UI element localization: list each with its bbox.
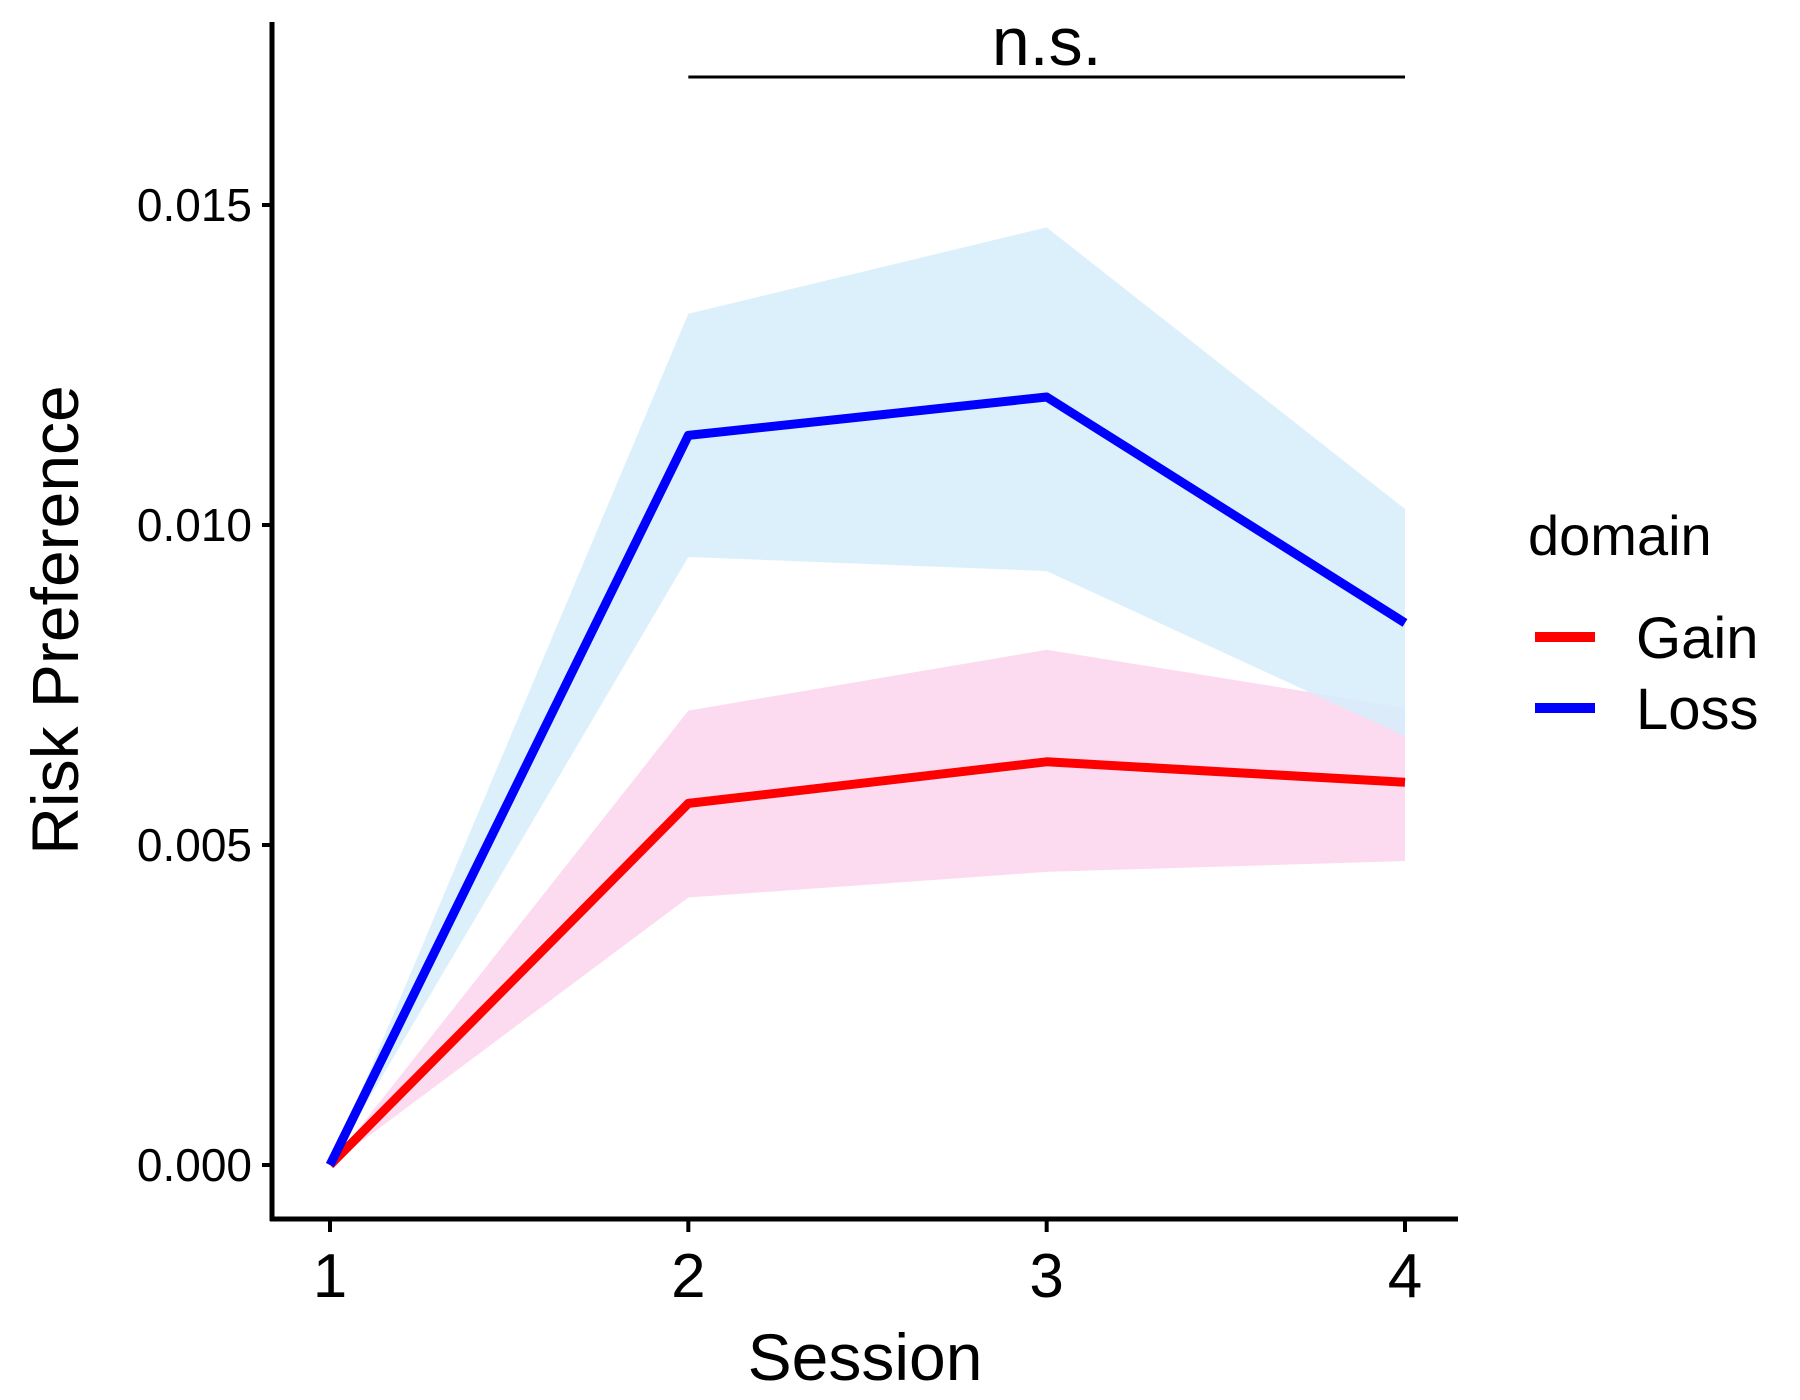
- axes: [269, 22, 1458, 1222]
- x-ticks: 1 2 3 4: [313, 1221, 1422, 1311]
- legend: domain Gain Loss: [1528, 504, 1759, 742]
- significance-annotation: n.s.: [688, 4, 1405, 80]
- line-gain: [326, 757, 1406, 1169]
- x-tick-label: 1: [313, 1242, 347, 1311]
- band-gain: [330, 649, 1405, 1165]
- band-loss: [330, 227, 1405, 1165]
- x-axis-title: Session: [748, 1320, 983, 1394]
- y-tick-label: 0.000: [137, 1139, 252, 1191]
- confidence-bands: [330, 227, 1405, 1165]
- series-lines: [325, 392, 1408, 1169]
- x-tick-label: 4: [1388, 1242, 1422, 1311]
- significance-label: n.s.: [992, 4, 1102, 80]
- y-tick-label: 0.015: [137, 179, 252, 231]
- y-tick-label: 0.010: [137, 499, 252, 551]
- y-tick-label: 0.005: [137, 819, 252, 871]
- legend-label-loss: Loss: [1636, 677, 1759, 742]
- x-tick-label: 3: [1029, 1242, 1063, 1311]
- y-axis-title: Risk Preference: [18, 385, 92, 855]
- legend-title: domain: [1528, 504, 1712, 567]
- x-tick-label: 2: [671, 1242, 705, 1311]
- line-loss: [325, 392, 1408, 1167]
- legend-label-gain: Gain: [1636, 606, 1759, 671]
- y-ticks: 0.000 0.005 0.010 0.015: [137, 179, 272, 1191]
